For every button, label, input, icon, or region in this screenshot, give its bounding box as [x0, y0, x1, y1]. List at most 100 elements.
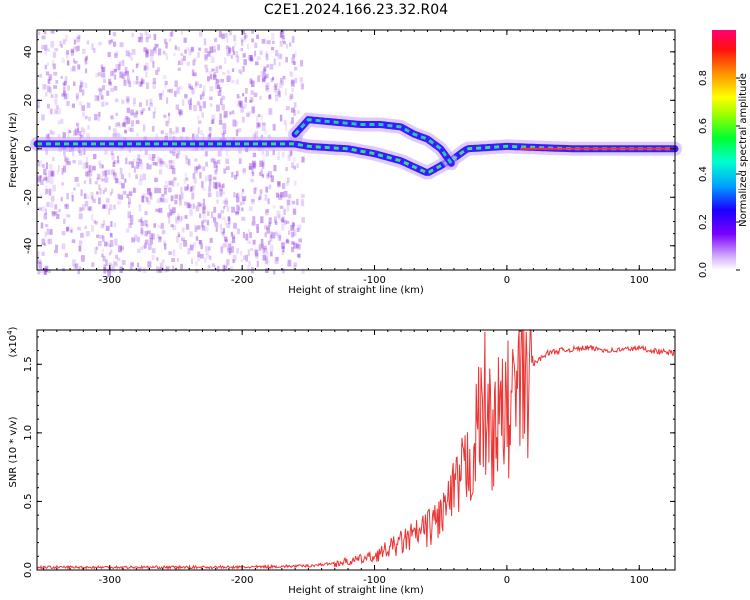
- noise-speck: [157, 224, 162, 229]
- noise-speck: [196, 101, 200, 106]
- noise-speck: [187, 248, 191, 255]
- noise-speck: [270, 231, 273, 239]
- noise-speck: [254, 131, 259, 138]
- noise-speck: [104, 203, 108, 209]
- noise-speck: [63, 150, 66, 156]
- noise-speck: [91, 43, 94, 50]
- noise-speck: [226, 37, 229, 43]
- noise-speck: [286, 238, 289, 243]
- noise-speck: [226, 75, 231, 83]
- noise-speck: [242, 30, 245, 35]
- noise-speck: [293, 242, 298, 249]
- noise-speck: [133, 97, 136, 104]
- noise-speck: [44, 173, 48, 180]
- noise-speck: [283, 190, 288, 198]
- noise-speck: [264, 75, 267, 80]
- noise-speck: [264, 194, 268, 201]
- noise-speck: [210, 120, 214, 124]
- noise-speck: [77, 268, 80, 275]
- noise-speck: [290, 224, 294, 231]
- noise-speck: [101, 170, 105, 177]
- noise-speck: [293, 66, 298, 71]
- noise-speck: [169, 150, 174, 154]
- noise-speck: [117, 122, 120, 126]
- noise-speck: [215, 79, 220, 83]
- noise-speck: [258, 196, 261, 201]
- noise-speck: [226, 248, 231, 253]
- noise-speck: [104, 170, 108, 177]
- noise-speck: [236, 228, 241, 235]
- noise-speck: [101, 178, 105, 182]
- noise-speck: [254, 61, 259, 66]
- noise-speck: [186, 61, 190, 66]
- noise-speck: [37, 269, 41, 275]
- noise-speck: [290, 231, 295, 238]
- noise-speck: [197, 120, 202, 124]
- noise-speck: [185, 155, 188, 160]
- noise-speck: [41, 206, 46, 212]
- noise-speck: [240, 201, 243, 206]
- noise-speck: [95, 246, 99, 251]
- noise-speck: [281, 242, 285, 249]
- noise-speck: [137, 154, 141, 161]
- noise-speck: [100, 64, 104, 69]
- noise-speck: [195, 134, 199, 138]
- noise-speck: [54, 93, 58, 98]
- noise-speck: [268, 94, 272, 99]
- noise-speck: [189, 231, 193, 237]
- noise-speck: [254, 162, 258, 168]
- noise-speck: [114, 98, 119, 103]
- noise-speck: [136, 262, 140, 268]
- noise-speck: [198, 102, 202, 108]
- noise-speck: [76, 95, 79, 101]
- noise-speck: [164, 243, 167, 250]
- noise-speck: [155, 133, 159, 140]
- noise-speck: [282, 246, 285, 253]
- noise-speck: [79, 240, 83, 245]
- noise-speck: [48, 238, 53, 245]
- noise-speck: [114, 176, 119, 181]
- noise-speck: [212, 217, 217, 223]
- noise-speck: [39, 74, 43, 78]
- noise-speck: [194, 224, 197, 232]
- noise-speck: [178, 109, 182, 115]
- noise-speck: [291, 36, 295, 43]
- noise-speck: [214, 182, 218, 190]
- noise-speck: [89, 206, 93, 212]
- noise-speck: [112, 161, 116, 167]
- noise-speck: [155, 162, 158, 167]
- noise-speck: [280, 191, 284, 198]
- noise-speck: [125, 157, 128, 165]
- noise-speck: [92, 165, 96, 172]
- noise-speck: [123, 71, 126, 77]
- noise-speck: [40, 222, 44, 229]
- noise-speck: [262, 254, 266, 261]
- noise-speck: [62, 132, 66, 139]
- noise-speck: [210, 103, 213, 107]
- noise-speck: [188, 103, 192, 110]
- noise-speck: [237, 100, 242, 105]
- noise-speck: [120, 174, 124, 180]
- noise-speck: [84, 82, 88, 89]
- noise-speck: [138, 219, 143, 223]
- noise-speck: [254, 42, 258, 49]
- noise-speck: [198, 203, 202, 207]
- noise-speck: [229, 111, 232, 115]
- noise-speck: [72, 159, 76, 164]
- noise-speck: [245, 254, 248, 262]
- noise-speck: [270, 46, 275, 51]
- noise-speck: [209, 132, 212, 137]
- noise-speck: [126, 96, 130, 102]
- noise-speck: [121, 183, 125, 189]
- noise-speck: [83, 180, 87, 184]
- noise-speck: [275, 231, 278, 236]
- noise-speck: [210, 158, 215, 163]
- noise-speck: [219, 87, 222, 92]
- noise-speck: [291, 107, 295, 113]
- noise-speck: [47, 238, 50, 244]
- noise-speck: [250, 178, 255, 183]
- noise-speck: [261, 122, 266, 126]
- noise-speck: [263, 66, 267, 72]
- noise-speck: [265, 53, 269, 61]
- noise-speck: [44, 44, 48, 51]
